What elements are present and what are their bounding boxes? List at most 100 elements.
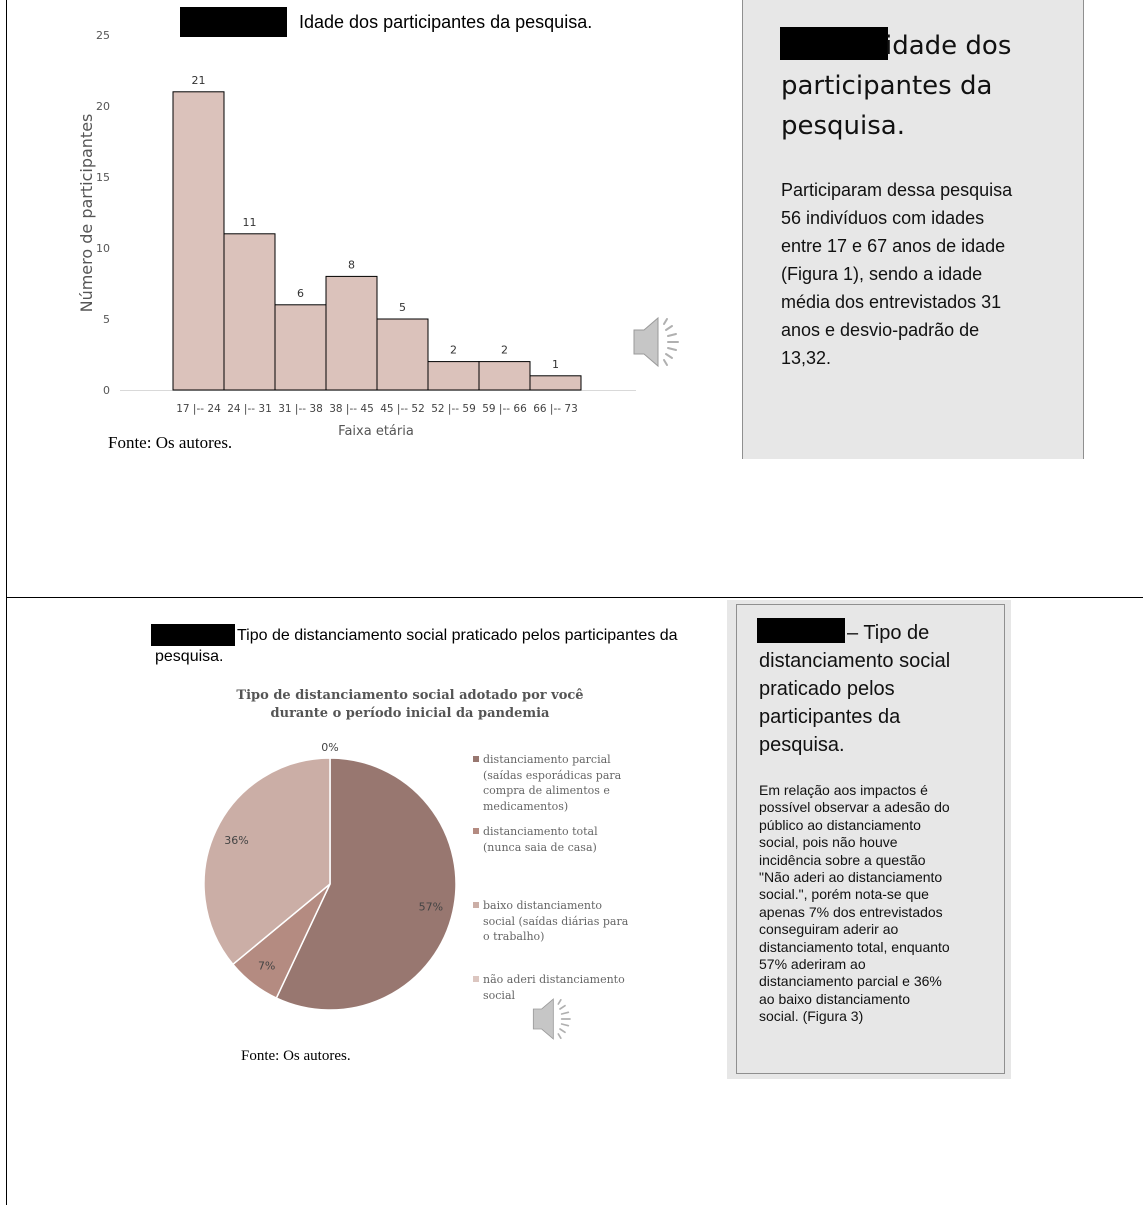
legend-label-line: o trabalho) xyxy=(483,930,545,943)
body-line: Participaram dessa pesquisa xyxy=(781,180,1013,200)
pie-data-label: 0% xyxy=(321,741,338,754)
x-tick-label: 24 |-- 31 xyxy=(227,403,272,415)
legend-label-line: não aderi distanciamento xyxy=(483,973,625,986)
body-line: distanciamento total, enquanto xyxy=(759,938,950,955)
legend-label-line: social (saídas diárias para xyxy=(483,914,629,928)
speaker-glyph-icon xyxy=(633,316,679,368)
bar-data-label: 5 xyxy=(399,301,406,314)
speaker-glyph-icon xyxy=(532,998,571,1040)
slide2-panel-body: Em relação aos impactos é possível obser… xyxy=(759,782,950,1026)
title-line: idade dos xyxy=(885,31,1012,61)
slide2-side-panel: – Tipo de distanciamento social praticad… xyxy=(727,600,1011,1079)
legend-label-line: baixo distanciamento xyxy=(483,899,603,912)
slide1-caption: Idade dos participantes da pesquisa. xyxy=(299,12,593,32)
histogram-bar xyxy=(427,361,480,391)
legend-label-line: medicamentos) xyxy=(483,799,569,813)
slide2-source: Fonte: Os autores. xyxy=(241,1048,351,1064)
body-line: 13,32. xyxy=(781,348,832,368)
pie-slice xyxy=(203,757,331,966)
body-line: entre 17 e 67 anos de idade xyxy=(781,236,1006,256)
x-tick-label: 45 |-- 52 xyxy=(380,403,425,415)
body-line: social, pois não houve xyxy=(759,834,898,851)
title-line: participantes da xyxy=(781,71,993,101)
bar-data-label: 11 xyxy=(243,216,257,229)
x-axis-label: Faixa etária xyxy=(338,424,414,439)
title-line: pesquisa. xyxy=(781,111,905,141)
pie-chart-title: Tipo de distanciamento social adotado po… xyxy=(200,687,620,723)
legend-label-line: distanciamento parcial xyxy=(483,753,611,766)
left-border xyxy=(6,0,7,1205)
bar-data-label: 2 xyxy=(501,344,508,357)
histogram-bar xyxy=(274,304,327,391)
legend-label-line: distanciamento total xyxy=(483,825,598,838)
bar-data-label: 2 xyxy=(450,344,457,357)
histogram-bar xyxy=(325,275,378,391)
slide1-panel-title: idade dos participantes da pesquisa. xyxy=(781,26,1011,146)
body-line: apenas 7% dos entrevistados xyxy=(759,903,943,920)
y-axis-label: Número de participantes xyxy=(77,114,96,313)
redaction-bar xyxy=(757,618,845,643)
y-tick-label: 20 xyxy=(96,100,110,113)
y-tick-label: 0 xyxy=(103,384,110,397)
title-line: distanciamento social xyxy=(759,650,951,672)
bar-data-label: 8 xyxy=(348,258,355,271)
pie-data-label: 57% xyxy=(419,901,443,914)
body-line: anos e desvio-padrão de xyxy=(781,320,980,340)
speaker-icon[interactable] xyxy=(530,994,580,1049)
legend-label-line: compra de alimentos e xyxy=(483,784,610,797)
slide1-source: Fonte: Os autores. xyxy=(108,433,233,452)
histogram-chart: Número de participantes Faixa etária 0 5 1… xyxy=(77,29,636,439)
x-tick-label: 52 |-- 59 xyxy=(431,403,476,415)
histogram-bar xyxy=(376,318,429,391)
y-tick-label: 15 xyxy=(96,171,110,184)
caption-line: pesquisa. xyxy=(155,648,224,665)
legend-swatch xyxy=(473,756,479,762)
slide1-panel-body: Participaram dessa pesquisa 56 indivíduo… xyxy=(781,176,1012,372)
caption-line: Tipo de distanciamento social praticado … xyxy=(237,627,678,644)
pie-title-line: durante o período inicial da pandemia xyxy=(270,706,550,721)
body-line: Em relação aos impactos é xyxy=(759,782,928,798)
x-tick-label: 38 |-- 45 xyxy=(329,403,374,415)
redaction-bar xyxy=(180,7,287,37)
histogram-bar xyxy=(478,361,531,391)
y-tick-label: 5 xyxy=(103,313,110,326)
speaker-icon[interactable] xyxy=(630,312,690,377)
title-line: pesquisa. xyxy=(759,734,845,756)
slide2-panel-title: – Tipo de distanciamento social praticad… xyxy=(759,619,950,759)
legend-label-line: (nunca saia de casa) xyxy=(483,840,597,854)
histogram-bar xyxy=(529,375,582,391)
body-line: social.", porém nota-se que xyxy=(759,886,929,903)
body-line: 57% aderiram ao xyxy=(759,956,866,973)
pie-data-label: 36% xyxy=(224,834,248,847)
legend-swatch xyxy=(473,902,479,908)
body-line: público ao distanciamento xyxy=(759,816,921,833)
body-line: social. (Figura 3) xyxy=(759,1008,864,1025)
pie-title-line: Tipo de distanciamento social adotado po… xyxy=(236,688,584,703)
body-line: ao baixo distanciamento xyxy=(759,990,910,1007)
x-tick-label: 59 |-- 66 xyxy=(482,403,527,415)
body-line: "Não aderi ao distanciamento xyxy=(759,869,943,886)
body-line: distanciamento parcial e 36% xyxy=(759,973,942,990)
body-line: possível observar a adesão do xyxy=(759,799,950,816)
legend-label-line: social xyxy=(483,988,516,1002)
y-tick-label: 25 xyxy=(96,29,110,42)
x-tick-label: 17 |-- 24 xyxy=(176,403,221,415)
panel-inner-border xyxy=(736,604,1005,1074)
histogram-bar xyxy=(172,91,225,391)
legend-label-line: (saídas esporádicas para xyxy=(483,768,622,782)
redaction-bar xyxy=(151,624,235,646)
body-line: média dos entrevistados 31 xyxy=(781,292,1002,312)
x-tick-label: 66 |-- 73 xyxy=(533,403,578,415)
bar-data-label: 1 xyxy=(552,358,559,371)
body-line: 56 indivíduos com idades xyxy=(781,208,985,228)
body-line: conseguiram aderir ao xyxy=(759,921,899,938)
legend-swatch xyxy=(473,976,479,982)
legend-item: baixo distanciamento social (saídas diári… xyxy=(473,898,633,945)
legend-item: distanciamento total (nunca saia de casa) xyxy=(473,824,633,855)
pie-slice xyxy=(275,757,457,1011)
bar-data-label: 6 xyxy=(297,287,304,300)
legend-item: não aderi distanciamento social xyxy=(473,972,633,1003)
slide2-caption: Tipo de distanciamento social praticado … xyxy=(155,625,678,667)
slide-divider xyxy=(6,597,1143,598)
x-tick-label: 31 |-- 38 xyxy=(278,403,323,415)
